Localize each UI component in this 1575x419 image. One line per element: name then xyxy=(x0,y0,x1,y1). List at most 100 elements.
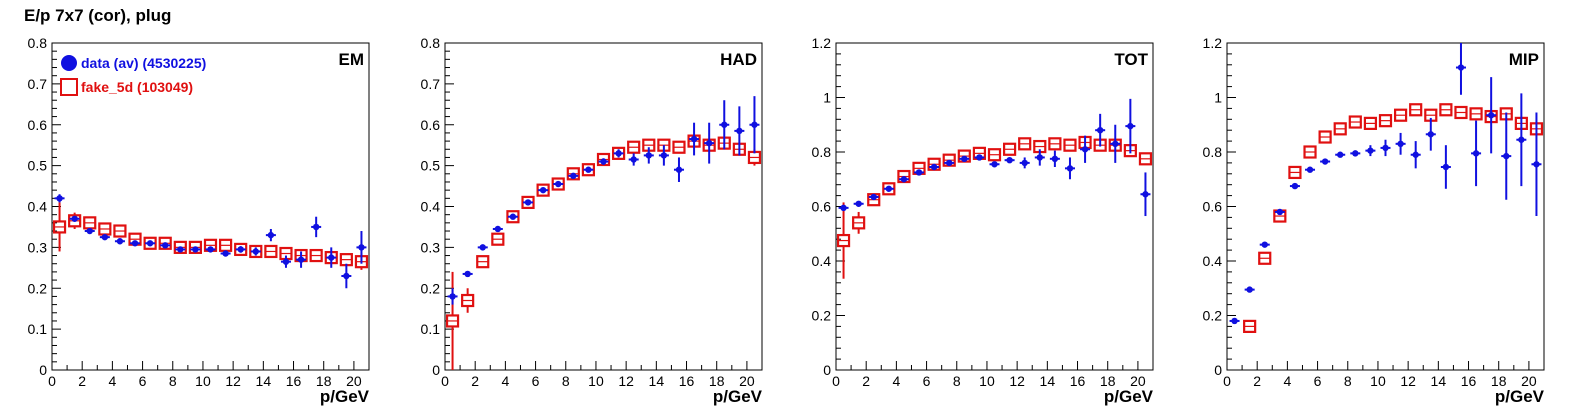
data-point xyxy=(1457,64,1465,71)
x-tick-label: 18 xyxy=(316,373,332,389)
data-point xyxy=(297,256,305,263)
data-point xyxy=(479,244,486,251)
x-tick-label: 4 xyxy=(108,373,116,389)
data-point xyxy=(1246,286,1253,293)
data-point xyxy=(222,250,229,257)
plot-frame xyxy=(1226,42,1545,371)
data-point xyxy=(116,238,124,245)
y-tick-label: 0.6 xyxy=(812,199,832,215)
y-tick-label: 0.3 xyxy=(28,239,48,255)
data-point xyxy=(71,215,78,222)
data-point xyxy=(675,166,683,173)
data-point xyxy=(1261,241,1268,248)
data-point xyxy=(1518,136,1525,143)
x-tick-label: 10 xyxy=(1370,373,1386,389)
data-point xyxy=(1382,144,1389,152)
x-tick-label: 6 xyxy=(1314,373,1322,389)
data-point xyxy=(900,176,908,183)
data-point xyxy=(855,200,862,207)
data-point xyxy=(1066,165,1074,172)
y-tick-label: 1 xyxy=(1214,90,1222,106)
x-tick-label: 16 xyxy=(1070,373,1086,389)
x-tick-label: 18 xyxy=(1100,373,1116,389)
data-point xyxy=(840,204,847,212)
data-point xyxy=(751,121,758,128)
data-point xyxy=(282,258,290,265)
legend-data-label: data (av) (4530225) xyxy=(81,55,206,71)
data-point xyxy=(494,225,502,233)
x-tick-label: 20 xyxy=(1521,373,1537,389)
x-tick-label: 14 xyxy=(1040,373,1056,389)
legend: data (av) (4530225) fake_5d (103049) xyxy=(60,55,206,96)
x-tick-label: 0 xyxy=(441,373,449,389)
y-tick-label: 0.6 xyxy=(1203,199,1223,215)
x-tick-label: 18 xyxy=(1491,373,1507,389)
data-point xyxy=(1412,151,1419,158)
data-point xyxy=(312,223,320,231)
x-tick-label: 16 xyxy=(1461,373,1477,389)
data-point xyxy=(177,246,184,253)
data-point xyxy=(464,270,471,278)
data-point xyxy=(615,150,622,157)
data-layer xyxy=(1229,43,1544,333)
x-tick-label: 14 xyxy=(649,373,665,389)
y-tick-label: 0.1 xyxy=(28,321,48,337)
data-point xyxy=(585,166,592,173)
data-point xyxy=(86,227,93,235)
y-tick-label: 1.2 xyxy=(1203,35,1223,51)
x-tick-label: 18 xyxy=(709,373,725,389)
data-point xyxy=(570,172,577,180)
data-point xyxy=(449,293,456,300)
x-tick-label: 4 xyxy=(501,373,509,389)
x-tick-label: 4 xyxy=(1283,373,1291,389)
data-point xyxy=(1081,146,1089,153)
x-tick-label: 16 xyxy=(286,373,302,389)
data-point xyxy=(131,240,139,247)
page-title: E/p 7x7 (cor), plug xyxy=(24,6,172,25)
data-point xyxy=(976,154,983,161)
y-tick-label: 0.5 xyxy=(28,158,48,174)
x-tick-label: 2 xyxy=(862,373,870,389)
data-point xyxy=(1472,150,1480,157)
panel-title: TOT xyxy=(1114,50,1148,69)
data-point xyxy=(267,231,275,239)
panel-title: EM xyxy=(339,50,365,69)
y-tick-label: 0.2 xyxy=(1203,308,1223,324)
y-tick-label: 1 xyxy=(823,90,831,106)
panel-title: HAD xyxy=(720,50,757,69)
data-point xyxy=(645,152,652,159)
x-tick-label: 12 xyxy=(1009,373,1025,389)
y-tick-label: 0.6 xyxy=(28,117,48,133)
data-point xyxy=(192,246,199,253)
y-tick-label: 0.5 xyxy=(421,158,441,174)
legend-fake-marker xyxy=(60,78,78,96)
data-point xyxy=(630,156,637,163)
data-point xyxy=(690,135,698,143)
panel-em: 0 0.1 0.2 0.3 0.4 0.5 0.6 0.7 0.8 0 2 4 6 8 10 12 14 16 18… xyxy=(28,35,370,406)
data-point xyxy=(1021,159,1028,167)
y-tick-label: 0.2 xyxy=(812,308,832,324)
x-tick-label: 12 xyxy=(618,373,634,389)
data-point xyxy=(1276,208,1284,216)
x-tick-label: 20 xyxy=(346,373,362,389)
data-point xyxy=(885,185,893,192)
x-axis-label: p/GeV xyxy=(320,387,370,406)
y-tick-label: 0.8 xyxy=(28,35,48,51)
data-point xyxy=(252,248,259,255)
data-point xyxy=(1337,151,1344,158)
data-point xyxy=(555,180,562,188)
x-axis-label: p/GeV xyxy=(713,387,763,406)
data-point xyxy=(930,163,938,171)
data-point xyxy=(1231,317,1238,325)
x-tick-label: 2 xyxy=(471,373,479,389)
data-point xyxy=(539,186,547,194)
panel-mip: 0 0.2 0.4 0.6 0.8 1 1.2 0 2 4 6 8 10 12 14 16 18 20p/GeV M… xyxy=(1203,35,1545,406)
data-layer xyxy=(52,194,369,289)
data-point xyxy=(358,244,365,251)
x-tick-label: 12 xyxy=(225,373,241,389)
x-axis-label: p/GeV xyxy=(1104,387,1154,406)
data-point xyxy=(961,155,968,163)
data-point xyxy=(101,233,109,241)
data-point xyxy=(1306,166,1314,173)
y-tick-label: 0 xyxy=(823,362,831,378)
